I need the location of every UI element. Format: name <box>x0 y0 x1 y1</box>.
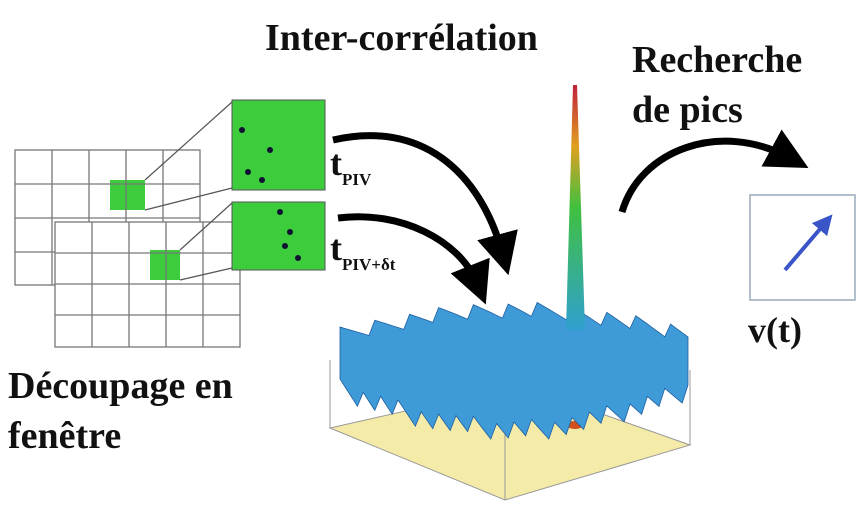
correlation-surface <box>328 85 692 501</box>
correlation-label: Inter-corrélation <box>265 17 538 59</box>
velocity-box <box>749 194 856 301</box>
window-1 <box>231 99 326 191</box>
image-grid-2 <box>54 221 241 348</box>
zoom-lines <box>144 101 233 281</box>
windowing-label: fenêtre <box>8 415 121 457</box>
t-piv-base: t <box>330 143 342 183</box>
windowing-label: Découpage en <box>8 365 233 407</box>
t-piv-dt-base: t <box>330 228 342 268</box>
t-piv-label: tPIV <box>330 143 372 189</box>
velocity-label: v(t) <box>748 310 802 350</box>
window-2 <box>231 201 326 271</box>
t-piv-sub: PIV <box>342 170 372 189</box>
peak-search-label: de pics <box>632 89 743 131</box>
t-piv-dt-label: tPIV+δt <box>330 228 396 274</box>
peak-search-label: Recherche <box>632 39 802 81</box>
surface-noise <box>339 301 689 440</box>
t-piv-dt-sub: PIV+δt <box>342 255 396 274</box>
arrows <box>332 129 809 305</box>
